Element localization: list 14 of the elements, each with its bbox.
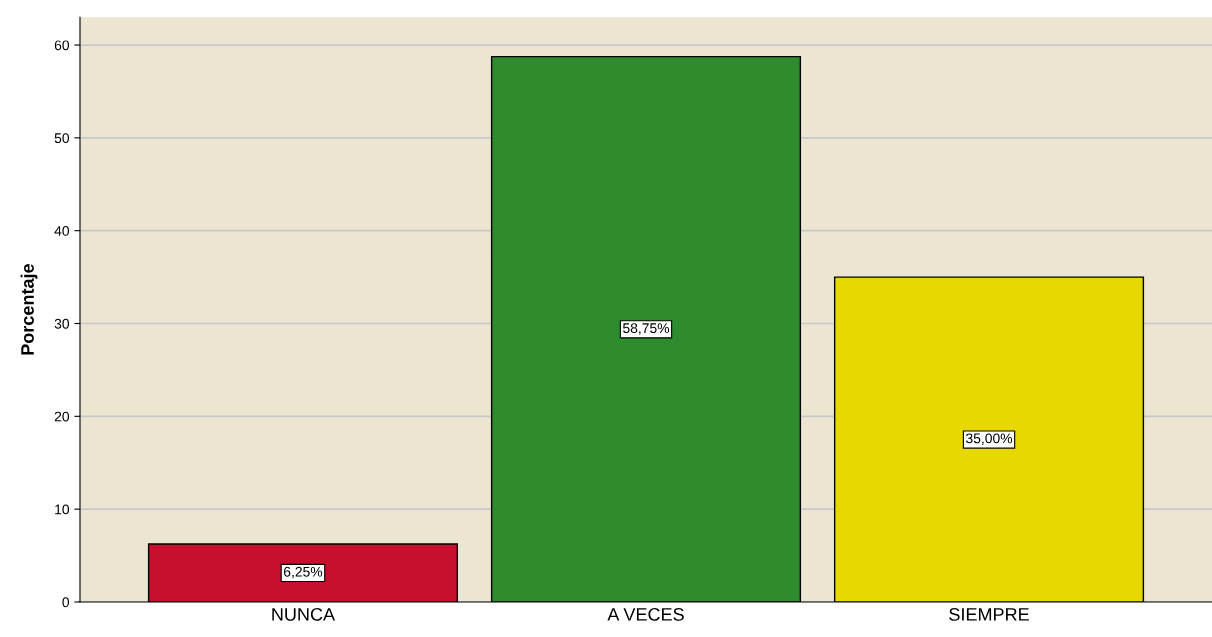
y-tick-label: 30 [54, 318, 70, 329]
data-label: 58,75% [623, 323, 670, 335]
y-axis-title: Porcentaje [20, 264, 38, 355]
y-tick-label: 20 [54, 411, 70, 422]
y-tick-label: 0 [62, 597, 70, 608]
data-label: 6,25% [283, 566, 323, 579]
data-label: 35,00% [966, 433, 1013, 445]
x-tick-label: A VECES [607, 608, 684, 621]
x-tick-label: SIEMPRE [949, 608, 1029, 621]
y-tick-label: 40 [54, 226, 70, 236]
y-tick-label: 10 [55, 504, 70, 515]
y-tick-label: 50 [54, 133, 70, 144]
x-tick-label: NUNCA [272, 608, 336, 621]
y-tick-label: 60 [54, 40, 70, 51]
